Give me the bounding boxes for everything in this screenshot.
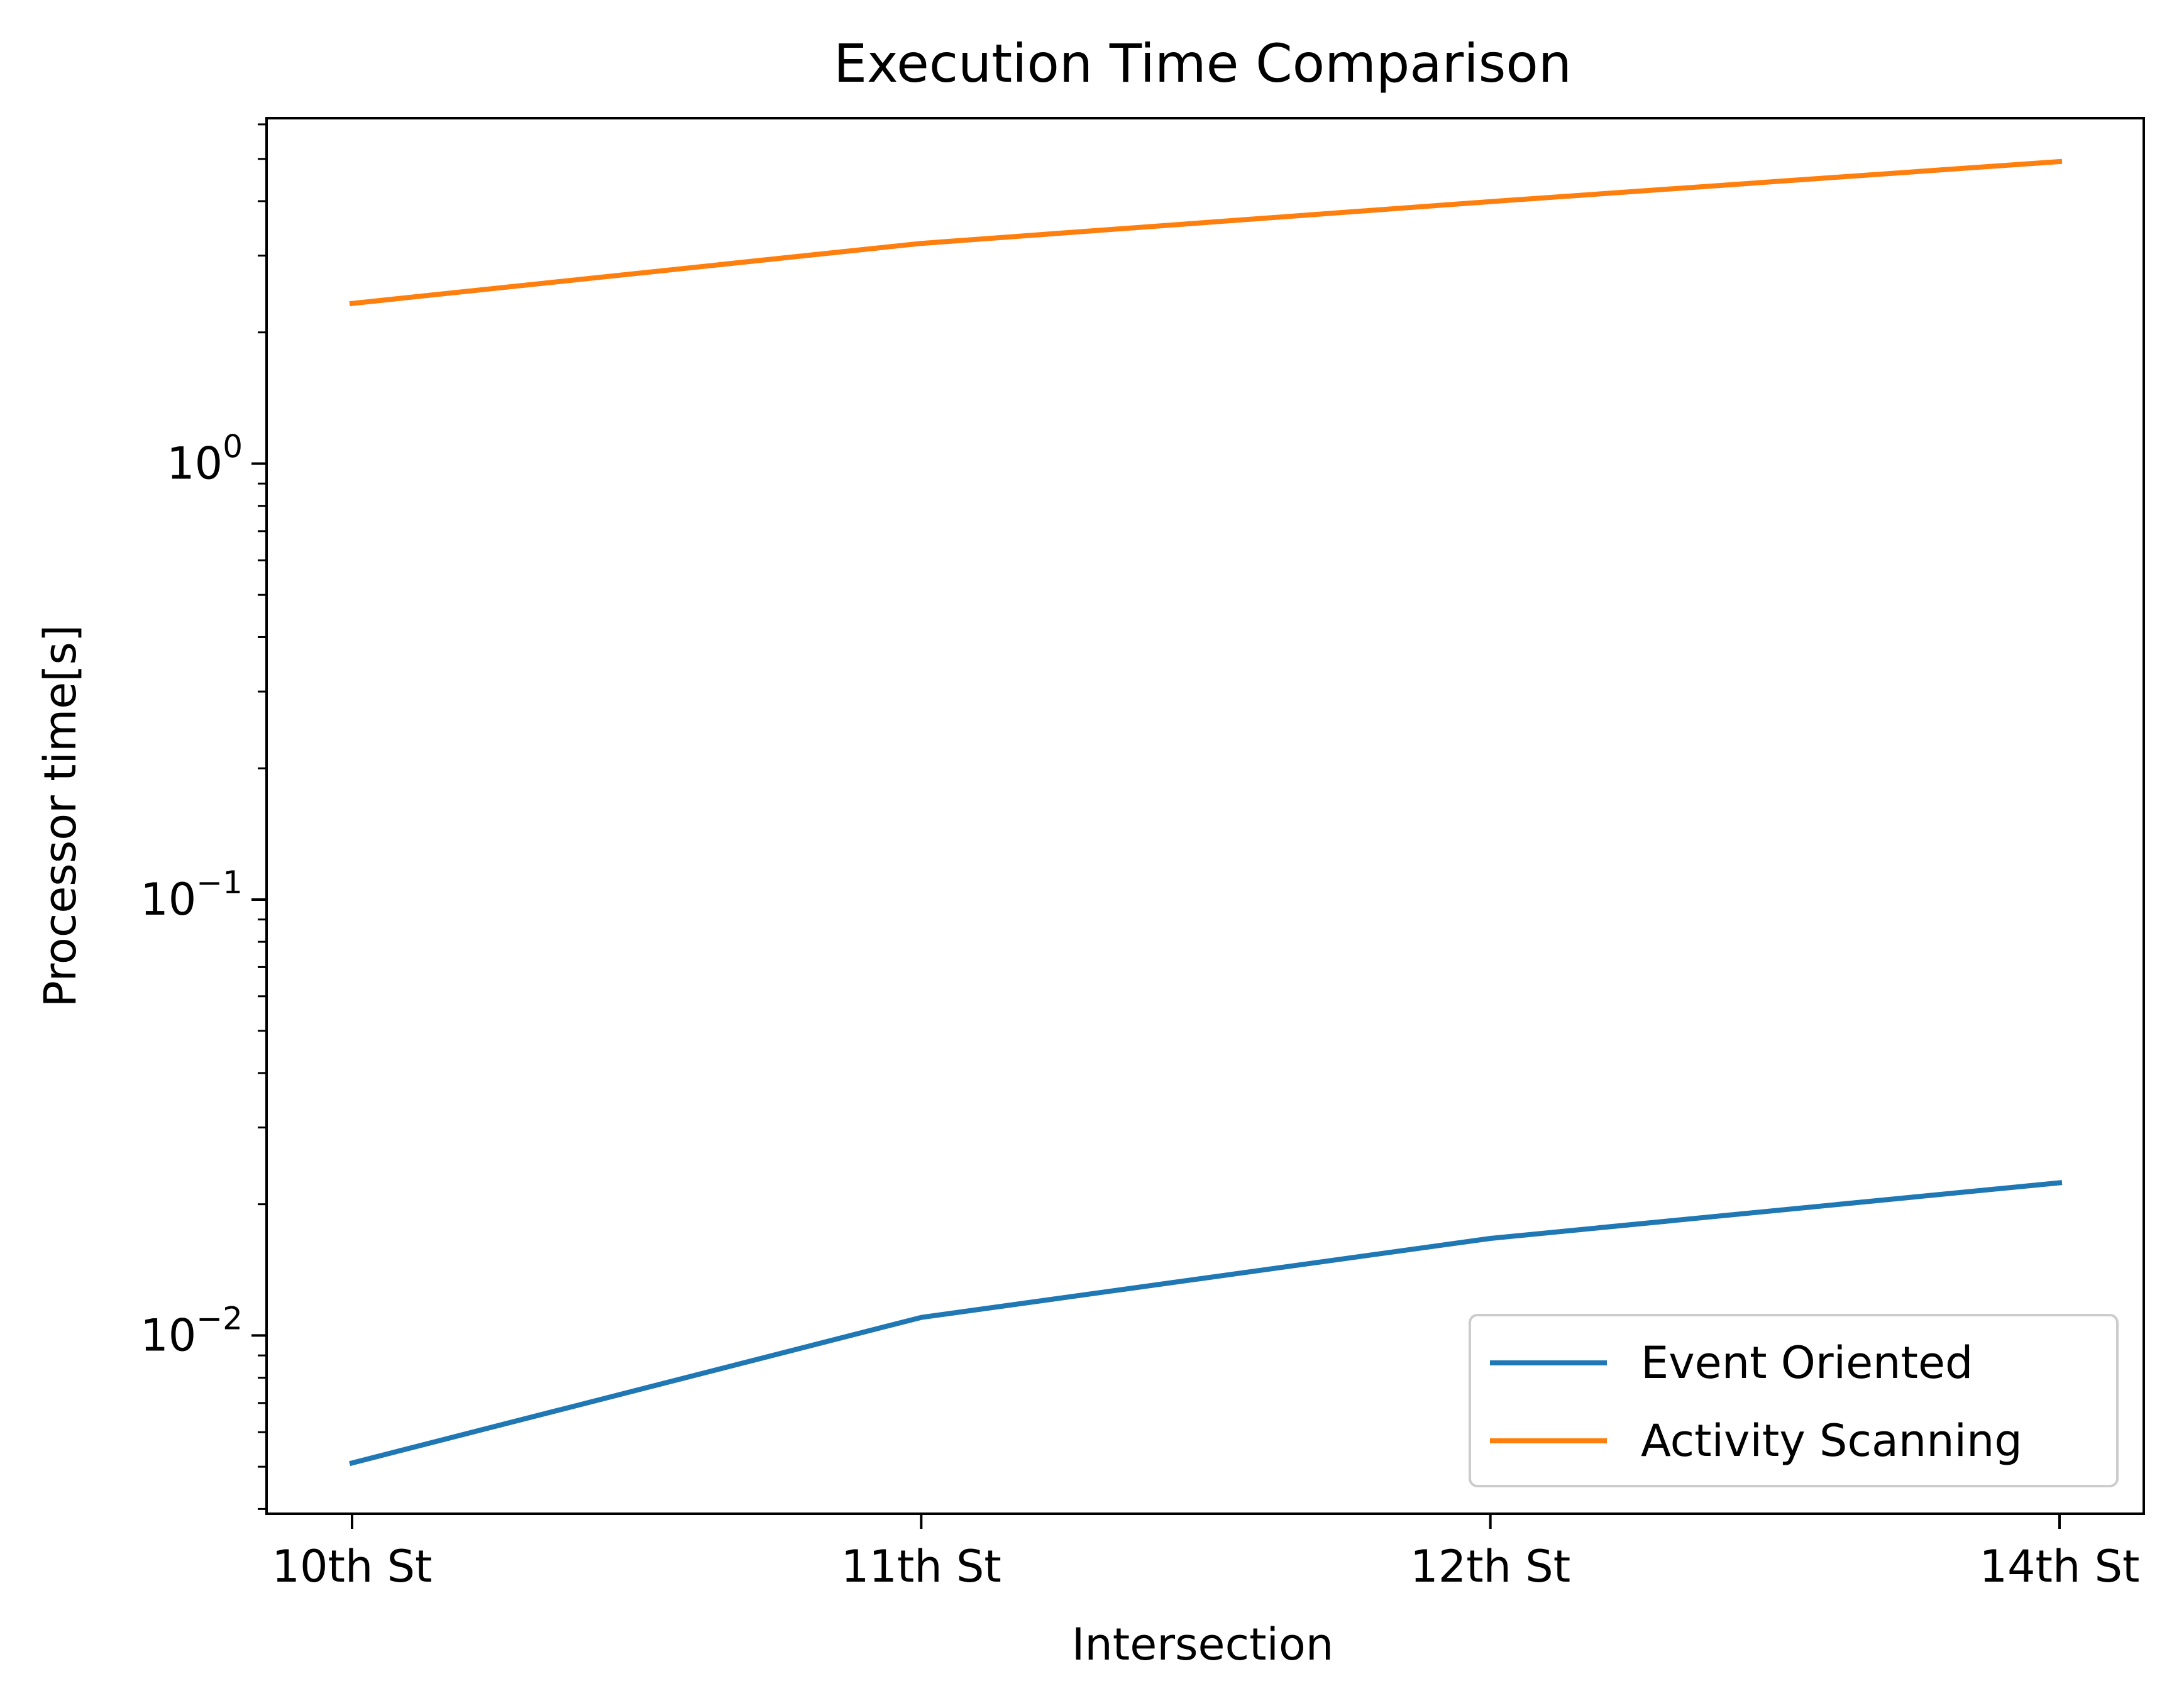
x-tick-label: 10th St <box>272 1541 432 1592</box>
y-tick-label: 10−1 <box>140 864 243 925</box>
y-tick-label: 100 <box>167 428 243 489</box>
series-line-2 <box>349 158 2063 307</box>
series-line-1 <box>349 1180 2063 1467</box>
chart-title: Execution Time Comparison <box>834 33 1572 94</box>
x-axis: 10th St 11th St 12th St 14th St <box>272 1514 2140 1592</box>
x-axis-title: Intersection <box>1072 1619 1333 1670</box>
y-tick-label: 10−2 <box>140 1300 243 1361</box>
y-tick-base: 10 <box>140 874 196 925</box>
series-lines <box>349 158 2063 1467</box>
legend-frame <box>1469 1314 2119 1487</box>
x-tick-label: 14th St <box>1979 1541 2139 1592</box>
plot-frame <box>265 117 2145 1515</box>
y-tick-exponent: −1 <box>196 864 243 901</box>
y-axis-title: Processor time[s] <box>35 625 86 1008</box>
x-tick-label: 12th St <box>1410 1541 1570 1592</box>
y-tick-base: 10 <box>167 438 223 489</box>
y-tick-base: 10 <box>140 1309 196 1361</box>
legend-label-2: Activity Scanning <box>1641 1415 2022 1467</box>
legend: Event Oriented Activity Scanning <box>1469 1314 2119 1487</box>
y-tick-exponent: 0 <box>223 428 243 465</box>
x-tick-label: 11th St <box>841 1541 1001 1592</box>
legend-label-1: Event Oriented <box>1641 1337 1973 1389</box>
y-tick-exponent: −2 <box>196 1300 243 1336</box>
